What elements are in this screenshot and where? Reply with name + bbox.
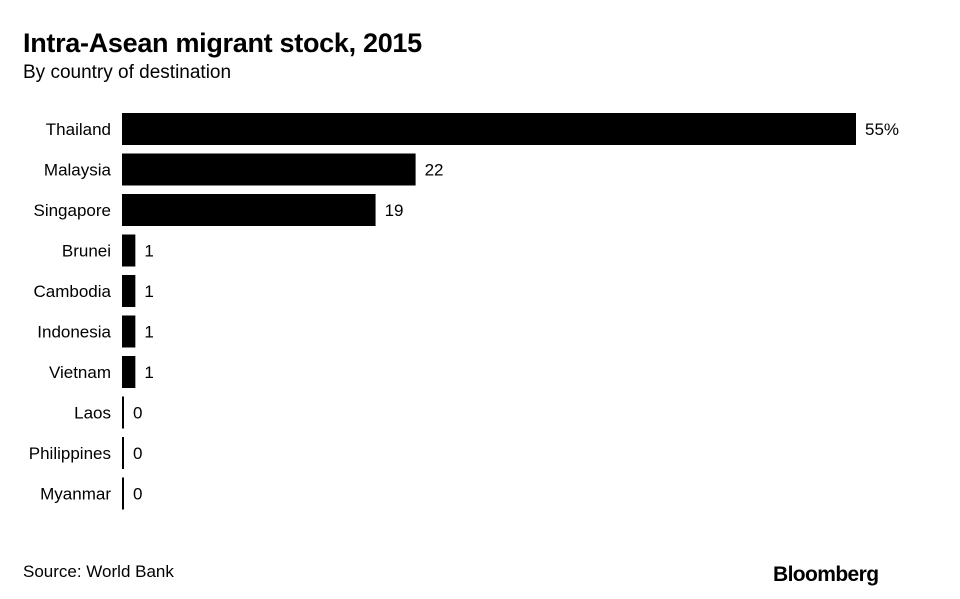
category-label: Malaysia [44, 161, 112, 180]
bar-vietnam [122, 356, 136, 388]
category-label: Philippines [29, 444, 111, 463]
bar-philippines [122, 437, 124, 469]
bar-indonesia [122, 315, 136, 348]
bar-thailand [122, 113, 856, 145]
bar-myanmar [122, 477, 124, 510]
bar-brunei [122, 234, 136, 267]
source-note: Source: World Bank [23, 562, 174, 581]
bloomberg-logo: Bloomberg [773, 563, 879, 586]
bar-cambodia [122, 275, 136, 307]
category-label: Thailand [46, 120, 111, 139]
value-label: 19 [385, 201, 404, 220]
bar-singapore [122, 194, 376, 226]
value-label: 0 [133, 404, 142, 423]
bar-malaysia [122, 153, 416, 186]
category-label: Laos [74, 404, 111, 423]
value-label: 0 [133, 444, 142, 463]
category-label: Myanmar [40, 485, 111, 504]
bar-laos [122, 396, 124, 429]
category-label: Indonesia [37, 323, 111, 342]
chart-title: Intra-Asean migrant stock, 2015 [23, 28, 422, 58]
value-label: 0 [133, 485, 142, 504]
value-label: 1 [144, 282, 153, 301]
value-label: 1 [144, 242, 153, 261]
category-label: Brunei [62, 242, 111, 261]
category-label: Vietnam [49, 363, 111, 382]
value-label: 55% [865, 120, 899, 139]
chart-subtitle: By country of destination [23, 62, 232, 83]
value-label: 1 [144, 363, 153, 382]
value-label: 1 [144, 323, 153, 342]
category-label: Cambodia [34, 282, 112, 301]
category-label: Singapore [33, 201, 111, 220]
value-label: 22 [425, 161, 444, 180]
